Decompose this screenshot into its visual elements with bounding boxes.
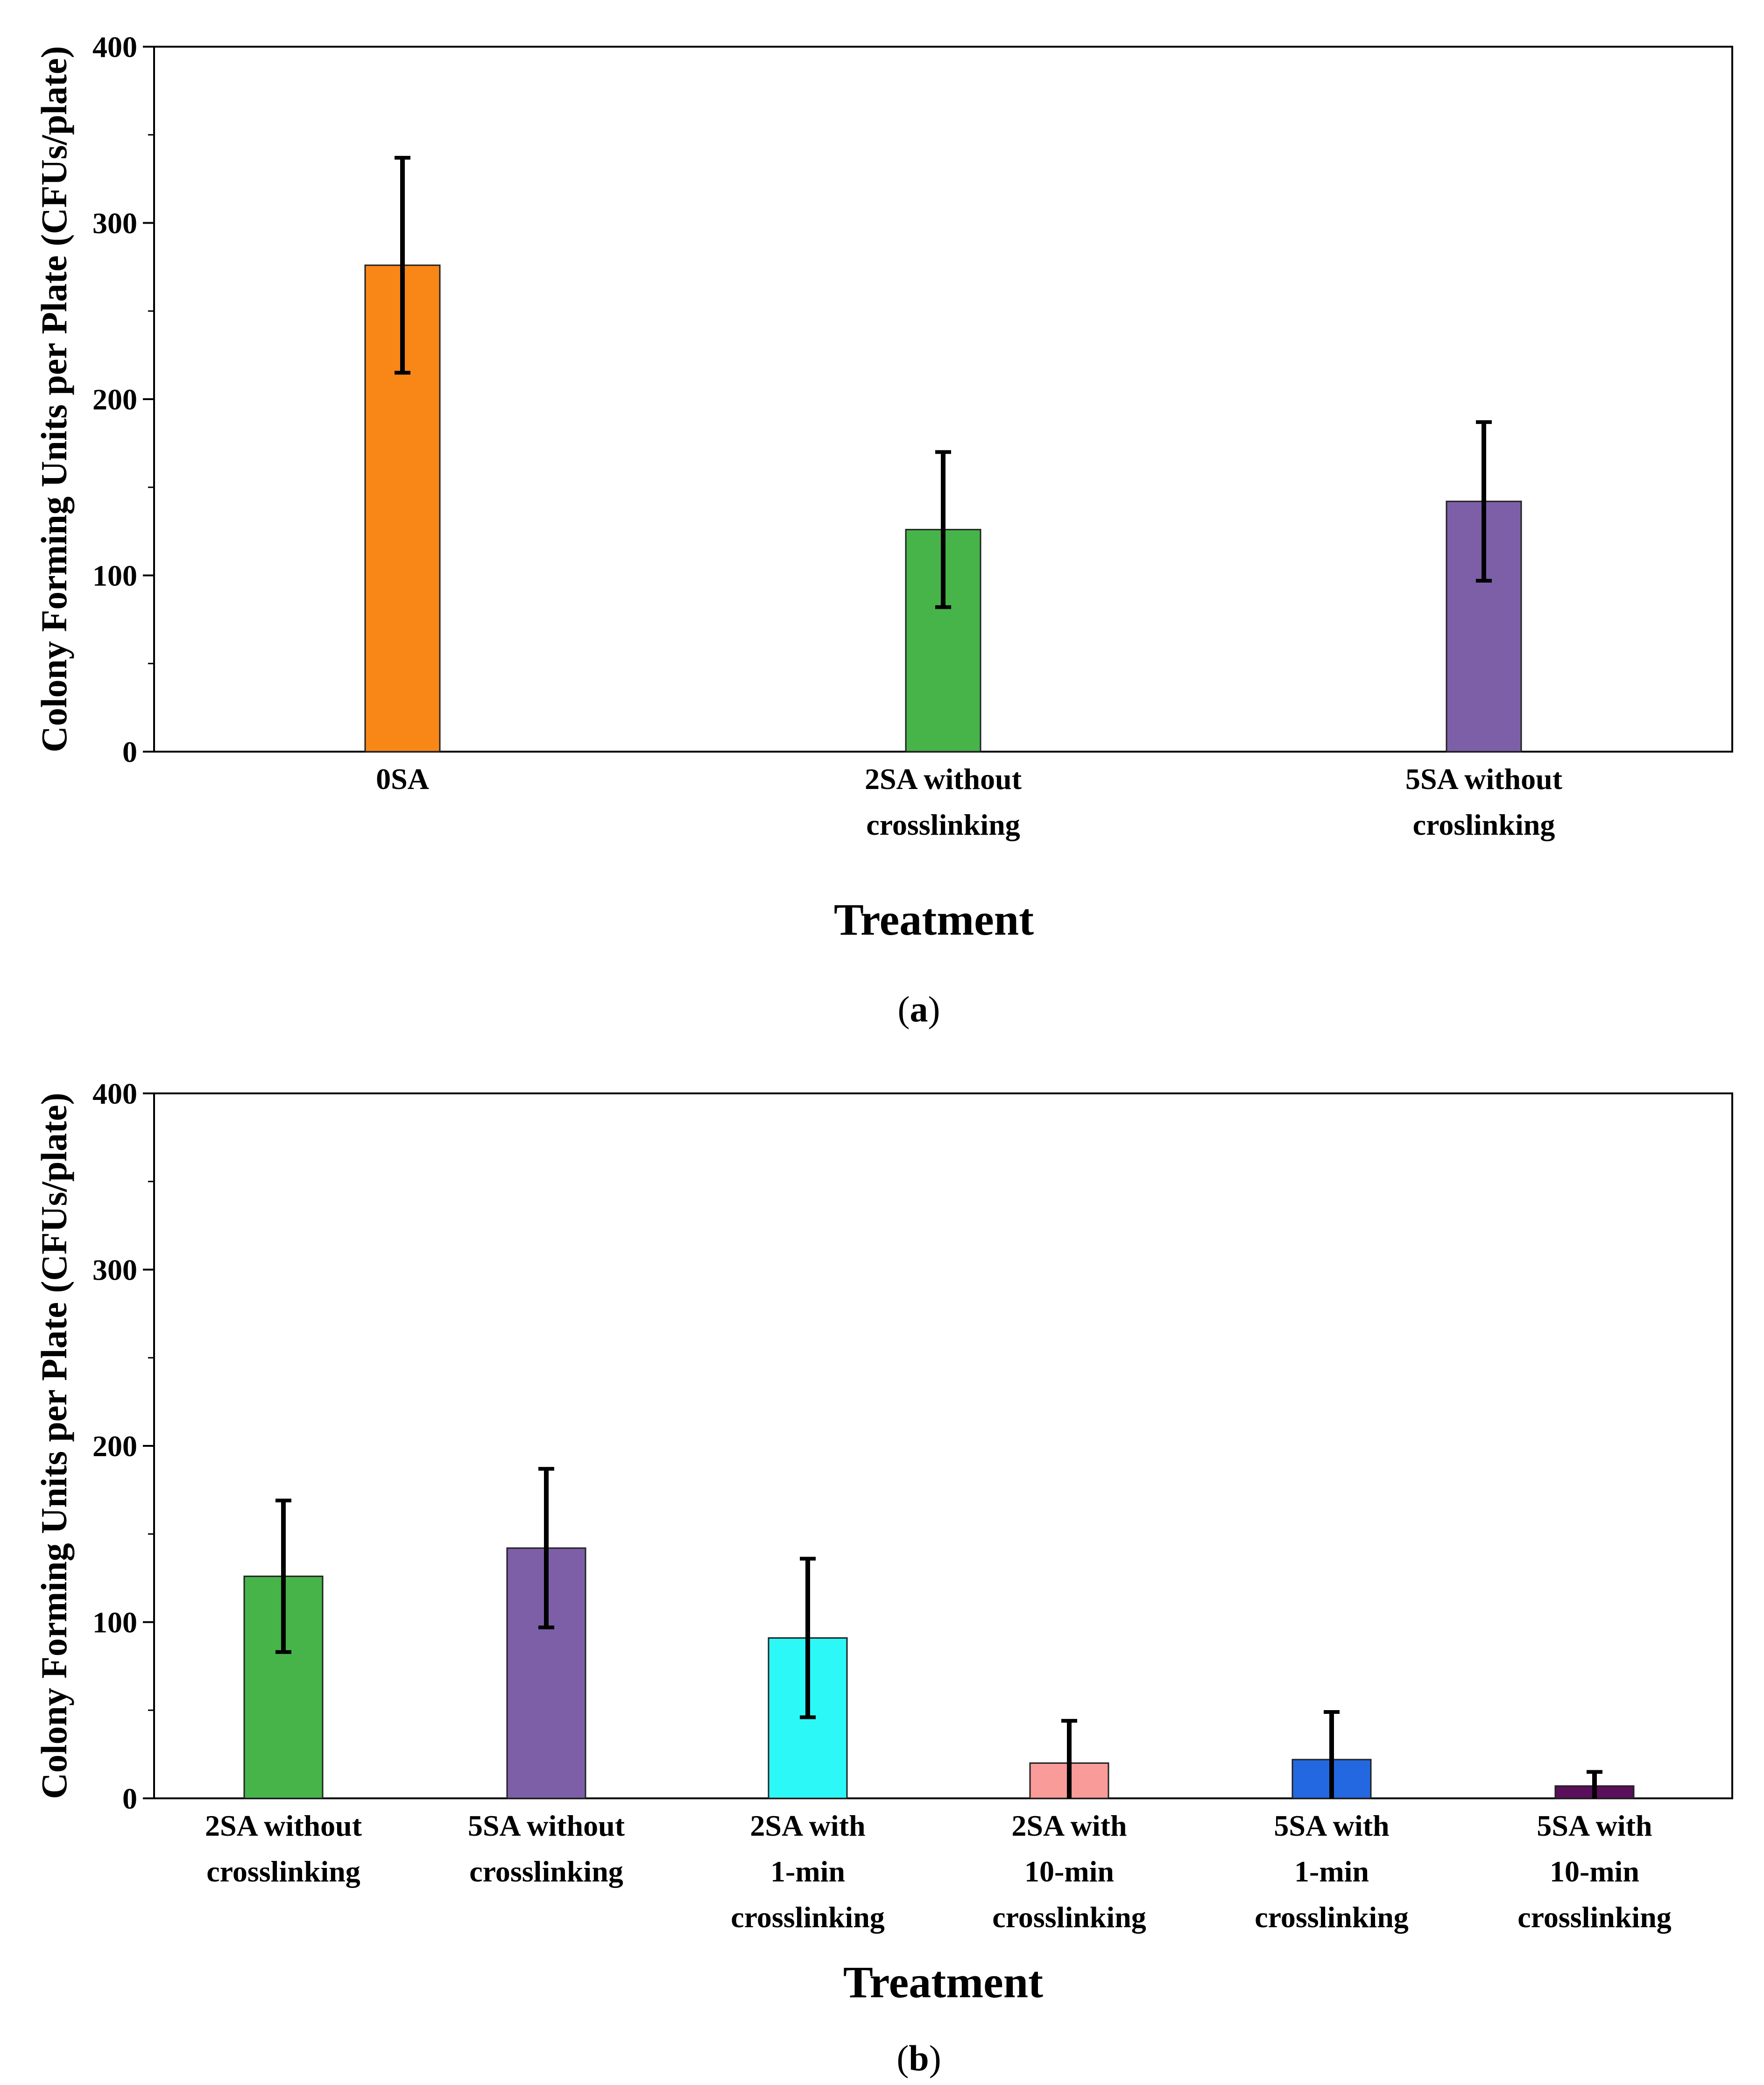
plot-frame-b <box>153 1092 1733 1799</box>
y-tick-label: 400 <box>92 1077 137 1110</box>
x-tick-label-line: crosslinking <box>1255 1901 1409 1934</box>
x-tick-label-line: crosslinking <box>1517 1901 1672 1934</box>
x-tick-label-line: 2SA without <box>865 762 1022 796</box>
y-tick-label: 0 <box>122 1782 137 1815</box>
panel-letter-a: a <box>910 989 928 1029</box>
panel-label-a: (a) <box>898 989 940 1029</box>
y-tick-label: 0 <box>122 735 137 768</box>
x-tick-label: 5SA without crosslinking <box>468 1809 625 1888</box>
bars-b <box>243 1467 1635 1799</box>
x-tick-label-line: 5SA with <box>1537 1809 1652 1842</box>
x-tick-label-line: 1-min <box>770 1855 845 1888</box>
x-tick-label: 5SA without croslinking <box>1405 762 1563 841</box>
y-tick-label: 300 <box>92 1254 137 1287</box>
x-tick-label-line: 0SA <box>376 762 429 796</box>
x-tick-label: 2SA without crosslinking <box>865 762 1022 841</box>
panel-label-b: (b) <box>896 2038 941 2078</box>
x-tick-labels-b: 2SA without crosslinking 5SA without crossl… <box>205 1809 1672 1934</box>
y-axis-title-a: Colony Forming Units per Plate (CFUs/pla… <box>34 46 74 753</box>
y-axis-ticks-b: 0 100 200 300 400 <box>92 1077 154 1815</box>
x-axis-title-b: Treatment <box>843 1957 1043 2007</box>
panel-letter-b: b <box>909 2038 929 2078</box>
x-tick-label-line: 10-min <box>1550 1855 1639 1888</box>
x-tick-label-line: crosslinking <box>206 1855 360 1888</box>
x-tick-label-line: croslinking <box>1413 808 1555 841</box>
x-axis-title-a: Treatment <box>834 895 1034 944</box>
y-axis-ticks-a: 0 100 200 300 400 <box>92 30 154 768</box>
y-tick-label: 200 <box>92 383 137 416</box>
x-tick-label-line: 10-min <box>1024 1855 1114 1888</box>
x-tick-label: 2SA with 10-min crosslinking <box>992 1809 1146 1934</box>
x-tick-label: 5SA with 1-min crosslinking <box>1255 1809 1409 1934</box>
x-tick-label-line: crosslinking <box>469 1855 623 1888</box>
y-axis-title-b: Colony Forming Units per Plate (CFUs/pla… <box>34 1093 74 1799</box>
x-tick-label-line: 2SA with <box>750 1809 865 1842</box>
x-tick-label-line: 2SA without <box>205 1809 362 1842</box>
y-tick-label: 100 <box>92 1606 137 1639</box>
x-tick-label: 2SA with 1-min crosslinking <box>731 1809 885 1934</box>
x-tick-label-line: 5SA without <box>468 1809 625 1842</box>
x-tick-label: 5SA with 10-min crosslinking <box>1517 1809 1672 1934</box>
x-tick-label-line: crosslinking <box>992 1901 1146 1934</box>
y-tick-label: 400 <box>92 30 137 63</box>
x-tick-label-line: 5SA with <box>1274 1809 1389 1842</box>
bars-a <box>364 155 1522 753</box>
y-tick-label: 300 <box>92 207 137 240</box>
y-tick-label: 200 <box>92 1430 137 1463</box>
x-tick-label: 0SA <box>376 762 429 796</box>
y-tick-label: 100 <box>92 559 137 592</box>
x-tick-label-line: crosslinking <box>866 808 1020 841</box>
x-tick-label-line: 2SA with <box>1011 1809 1127 1842</box>
x-tick-labels-a: 0SA 2SA without crosslinking 5SA without cro… <box>376 762 1563 841</box>
x-tick-label-line: crosslinking <box>731 1901 885 1934</box>
x-tick-label-line: 1-min <box>1294 1855 1369 1888</box>
chart-panel-a: 0 100 200 300 400 0SA 2SA without crosslinking… <box>34 30 1733 1029</box>
x-tick-label: 2SA without crosslinking <box>205 1809 362 1888</box>
x-tick-label-line: 5SA without <box>1405 762 1563 796</box>
